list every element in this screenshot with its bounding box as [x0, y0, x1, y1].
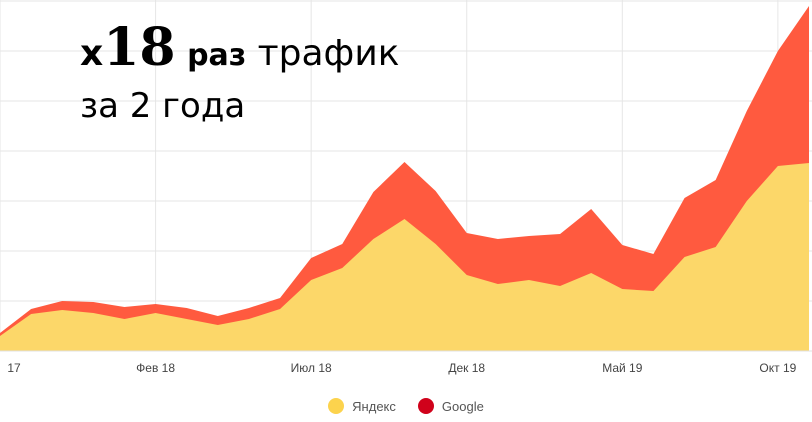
area-yandex	[0, 163, 812, 351]
x-tick-label: Дек 18	[448, 361, 485, 375]
areas	[0, 6, 812, 352]
headline-unit: раз	[187, 38, 247, 73]
x-axis-ticks: 17 Фев 18 Июл 18 Дек 18 Май 19 Окт 19	[7, 361, 796, 375]
x-tick-label: Май 19	[602, 361, 643, 375]
headline-prefix: x	[80, 33, 104, 74]
headline-word: трафик	[257, 33, 400, 74]
legend-dot-google	[417, 398, 434, 414]
legend-item-yandex[interactable]: Яндекс	[328, 398, 396, 414]
x-tick-label: Окт 19	[759, 361, 796, 375]
x-tick-label: 17	[7, 361, 21, 375]
headline-line-2: за 2 года	[80, 86, 246, 126]
legend: Яндекс Google	[0, 398, 812, 414]
x-tick-label: Июл 18	[291, 361, 332, 375]
area-google	[0, 6, 812, 351]
legend-item-google[interactable]: Google	[417, 398, 484, 414]
legend-label-google: Google	[441, 398, 484, 414]
headline-line-1: x18 раз трафик	[80, 20, 399, 84]
legend-dot-yandex	[328, 398, 345, 414]
headline: x18 раз трафик за 2 года	[80, 20, 399, 128]
x-tick-label: Фев 18	[136, 361, 175, 375]
legend-label-yandex: Яндекс	[352, 398, 396, 414]
headline-number: 18	[103, 17, 176, 78]
